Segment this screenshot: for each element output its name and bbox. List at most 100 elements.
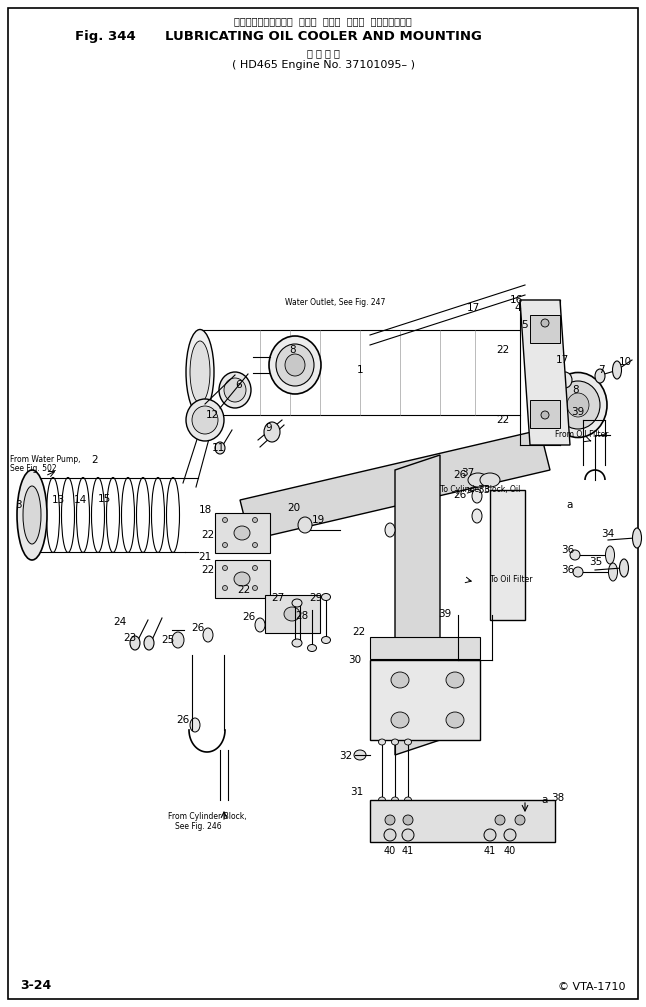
Ellipse shape xyxy=(504,829,516,841)
Text: 3-24: 3-24 xyxy=(20,979,51,992)
Text: ( HD465 Engine No. 37101095– ): ( HD465 Engine No. 37101095– ) xyxy=(231,60,415,70)
Ellipse shape xyxy=(567,393,589,417)
Ellipse shape xyxy=(130,636,140,650)
Ellipse shape xyxy=(391,797,399,803)
Ellipse shape xyxy=(215,442,225,454)
Ellipse shape xyxy=(186,329,214,415)
Ellipse shape xyxy=(402,829,414,841)
Ellipse shape xyxy=(17,470,47,560)
Bar xyxy=(215,513,270,553)
Ellipse shape xyxy=(549,373,607,437)
Text: 15: 15 xyxy=(98,494,110,504)
Text: 7: 7 xyxy=(598,365,604,375)
Ellipse shape xyxy=(468,473,488,487)
Text: 26: 26 xyxy=(176,715,190,725)
Text: 22: 22 xyxy=(496,345,510,355)
Ellipse shape xyxy=(620,559,629,577)
Polygon shape xyxy=(395,455,440,755)
Text: 26: 26 xyxy=(453,470,466,480)
Text: 35: 35 xyxy=(589,557,603,567)
Text: 36: 36 xyxy=(561,565,575,575)
Text: From Oil Filter: From Oil Filter xyxy=(555,430,609,439)
Text: 22: 22 xyxy=(202,530,214,540)
Text: LUBRICATING OIL COOLER AND MOUNTING: LUBRICATING OIL COOLER AND MOUNTING xyxy=(165,30,482,43)
Text: To Cylinder Block, Oil: To Cylinder Block, Oil xyxy=(440,485,521,494)
Bar xyxy=(370,660,480,740)
Text: 36: 36 xyxy=(561,545,575,555)
Text: To Oil Filter: To Oil Filter xyxy=(490,575,532,584)
Ellipse shape xyxy=(404,797,412,803)
Text: 6: 6 xyxy=(236,380,242,390)
Bar xyxy=(530,400,560,428)
Text: 12: 12 xyxy=(205,410,218,420)
Text: 19: 19 xyxy=(311,515,325,525)
Ellipse shape xyxy=(632,528,641,548)
Text: 9: 9 xyxy=(266,423,273,433)
Ellipse shape xyxy=(403,815,413,825)
Ellipse shape xyxy=(385,815,395,825)
Ellipse shape xyxy=(391,739,399,745)
Ellipse shape xyxy=(446,672,464,688)
Text: © VTA-1710: © VTA-1710 xyxy=(559,982,626,992)
Text: See Fig. 246: See Fig. 246 xyxy=(175,822,222,831)
Text: 25: 25 xyxy=(162,635,174,645)
Text: 20: 20 xyxy=(287,504,300,513)
Text: 24: 24 xyxy=(114,617,127,627)
Ellipse shape xyxy=(541,319,549,327)
Ellipse shape xyxy=(234,572,250,586)
Text: 40: 40 xyxy=(384,846,396,856)
Ellipse shape xyxy=(541,411,549,419)
Text: 37: 37 xyxy=(461,468,475,478)
Text: 適 用 号 機: 適 用 号 機 xyxy=(307,48,339,58)
Ellipse shape xyxy=(605,546,614,564)
Text: 16: 16 xyxy=(510,295,523,305)
Ellipse shape xyxy=(354,750,366,760)
Text: ルーブリケーティング  オイル  クーラ  および  マウンティング: ルーブリケーティング オイル クーラ および マウンティング xyxy=(234,16,412,26)
Ellipse shape xyxy=(285,354,305,376)
Ellipse shape xyxy=(222,585,227,590)
Text: From Water Pump,: From Water Pump, xyxy=(10,455,81,464)
Text: a: a xyxy=(567,500,573,510)
Ellipse shape xyxy=(609,563,618,581)
Text: 17: 17 xyxy=(556,355,568,365)
Ellipse shape xyxy=(404,739,412,745)
Ellipse shape xyxy=(255,618,265,632)
Ellipse shape xyxy=(484,829,496,841)
Text: 41: 41 xyxy=(402,846,414,856)
Ellipse shape xyxy=(224,378,246,402)
Ellipse shape xyxy=(556,381,600,429)
Ellipse shape xyxy=(537,351,553,369)
Ellipse shape xyxy=(573,567,583,577)
Ellipse shape xyxy=(612,361,621,379)
Text: 8: 8 xyxy=(573,385,579,395)
Text: 33: 33 xyxy=(477,485,490,495)
Bar xyxy=(215,560,270,598)
Ellipse shape xyxy=(384,829,396,841)
Ellipse shape xyxy=(307,644,317,652)
Text: 22: 22 xyxy=(352,627,366,637)
Ellipse shape xyxy=(192,406,218,434)
Ellipse shape xyxy=(253,518,258,523)
Text: 14: 14 xyxy=(74,495,87,505)
Text: 22: 22 xyxy=(496,415,510,425)
Polygon shape xyxy=(520,300,570,445)
Ellipse shape xyxy=(253,566,258,571)
Text: Fig. 344: Fig. 344 xyxy=(75,30,136,43)
Text: a: a xyxy=(542,795,548,805)
Text: 34: 34 xyxy=(601,529,614,539)
Text: 30: 30 xyxy=(348,655,362,665)
Text: 32: 32 xyxy=(339,751,353,761)
Text: 17: 17 xyxy=(466,303,479,313)
Ellipse shape xyxy=(385,523,395,537)
Text: 18: 18 xyxy=(198,505,212,515)
Text: 26: 26 xyxy=(453,490,466,500)
Ellipse shape xyxy=(446,712,464,728)
Ellipse shape xyxy=(292,599,302,607)
Ellipse shape xyxy=(379,797,386,803)
Text: 38: 38 xyxy=(552,793,565,803)
Text: 26: 26 xyxy=(191,623,205,633)
Ellipse shape xyxy=(284,607,300,621)
Text: 10: 10 xyxy=(618,357,632,367)
Text: 26: 26 xyxy=(242,612,256,622)
Ellipse shape xyxy=(379,739,386,745)
